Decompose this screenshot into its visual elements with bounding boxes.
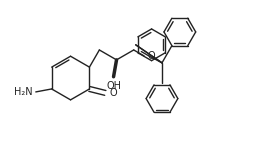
Text: O: O — [109, 88, 117, 98]
Text: OH: OH — [106, 81, 121, 91]
Text: H₂N: H₂N — [14, 87, 33, 97]
Text: O: O — [148, 51, 156, 61]
